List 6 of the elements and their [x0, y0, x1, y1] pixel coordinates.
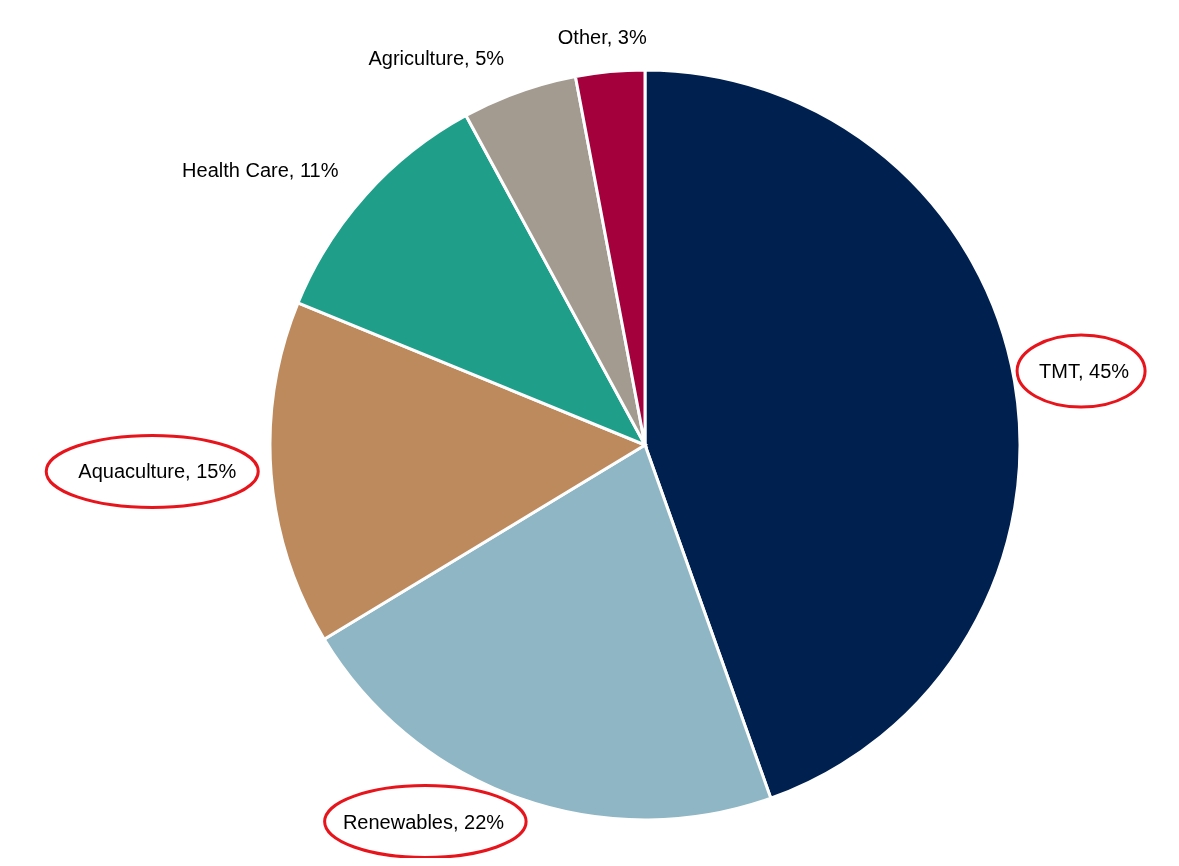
slice-label: Health Care, 11%	[182, 158, 339, 181]
slice-label: TMT, 45%	[1039, 360, 1130, 383]
slice-label: Renewables, 22%	[342, 810, 505, 833]
slice-label: Agriculture, 5%	[368, 47, 505, 70]
slice-label: Other, 3%	[557, 25, 647, 48]
slice-label: Aquaculture, 15%	[78, 460, 237, 483]
